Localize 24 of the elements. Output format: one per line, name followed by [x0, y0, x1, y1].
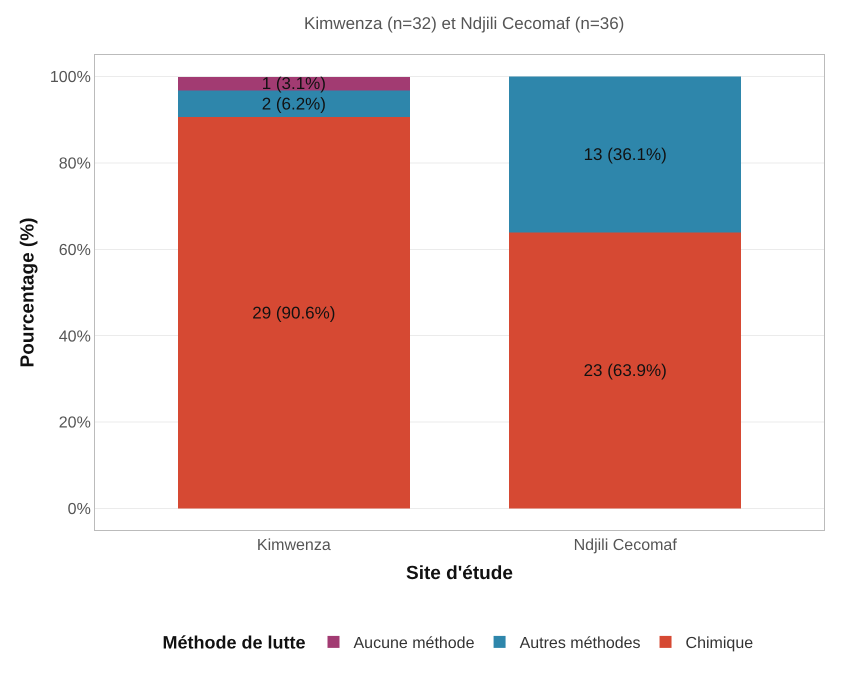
- y-tick-label: 60%: [58, 242, 91, 259]
- data-label: 23 (63.9%): [584, 360, 667, 380]
- legend-label: Autres méthodes: [520, 635, 641, 652]
- x-axis-title: Site d'étude: [406, 563, 513, 584]
- x-tick-label: Ndjili Cecomaf: [574, 537, 678, 554]
- bar: [178, 117, 410, 508]
- data-label: 2 (6.2%): [262, 94, 326, 114]
- bar: [509, 232, 742, 508]
- bar: [178, 77, 410, 90]
- chart-title: Kimwenza (n=32) et Ndjili Cecomaf (n=36): [304, 14, 624, 33]
- legend-title: Méthode de lutte: [162, 632, 306, 652]
- y-tick-label: 40%: [58, 328, 91, 346]
- data-label: 1 (3.1%): [262, 74, 326, 94]
- y-tick-label: 100%: [50, 69, 91, 86]
- y-tick-label: 20%: [58, 414, 91, 432]
- legend-label: Chimique: [686, 635, 754, 652]
- data-label: 29 (90.6%): [252, 303, 336, 322]
- legend-label: Aucune méthode: [354, 635, 475, 652]
- data-label: 13 (36.1%): [584, 145, 667, 164]
- x-tick-label: Kimwenza: [256, 537, 331, 554]
- bar: [509, 76, 742, 232]
- y-axis-title: Pourcentage (%): [18, 218, 39, 368]
- y-tick-label: 0%: [68, 501, 91, 518]
- y-tick-label: 80%: [58, 156, 91, 173]
